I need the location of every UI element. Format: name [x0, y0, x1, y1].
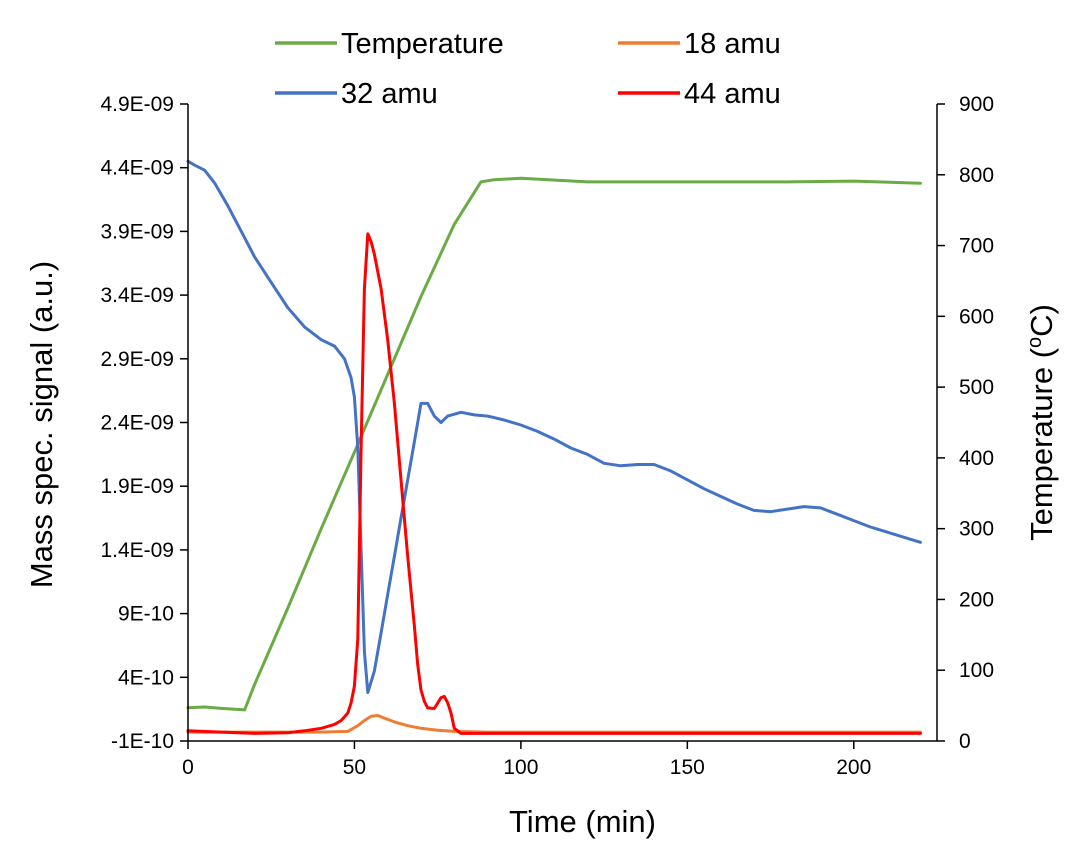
y2-title-main: Temperature (	[1024, 347, 1059, 541]
legend-item: 18 amu	[618, 28, 781, 60]
legend-item: 44 amu	[618, 78, 781, 110]
legend-label: Temperature	[341, 28, 504, 60]
y-tick-label: 1.9E-09	[100, 475, 174, 498]
y2-tick-label: 600	[959, 305, 994, 328]
y2-tick-label: 0	[959, 730, 971, 753]
y2-tick-label: 700	[959, 235, 994, 258]
y-tick-label: 3.4E-09	[100, 284, 174, 307]
tick-layer: -1E-10 4E-10 9E-10 1.4E-09 1.9E-09 2.4E-09 2.9…	[100, 93, 994, 779]
series-line-44-amu	[186, 232, 922, 735]
x-tick-label: 150	[670, 756, 705, 779]
legend-item: Temperature	[275, 28, 504, 60]
series-layer	[186, 159, 922, 735]
y-tick-label: 1.4E-09	[100, 539, 174, 562]
left-y-axis-title: Mass spec. signal (a.u.)	[24, 261, 59, 588]
legend-label: 32 amu	[341, 78, 438, 110]
legend-label: 18 amu	[684, 28, 781, 60]
y2-tick-label: 300	[959, 518, 994, 541]
y-tick-label: 4.9E-09	[100, 93, 174, 116]
x-tick-label: 50	[343, 756, 366, 779]
legend-label: 44 amu	[684, 78, 781, 110]
y-tick-label: 4E-10	[118, 666, 174, 689]
x-tick-label: 0	[182, 756, 194, 779]
right-y-axis-title: Temperature (oC)	[1024, 304, 1059, 541]
series-line-temperature	[186, 176, 922, 712]
y2-tick-label: 400	[959, 447, 994, 470]
y2-tick-label: 200	[959, 588, 994, 611]
y-tick-label: 2.4E-09	[100, 412, 174, 435]
y2-title-degree-sup: o	[1024, 337, 1046, 348]
series-line-18-amu	[186, 714, 922, 734]
x-axis-title: Time (min)	[509, 804, 656, 839]
y-tick-label: 2.9E-09	[100, 348, 174, 371]
y2-tick-label: 900	[959, 93, 994, 116]
y-tick-label: -1E-10	[111, 730, 174, 753]
y2-title-unit: C)	[1024, 304, 1059, 337]
x-tick-label: 200	[836, 756, 871, 779]
y2-tick-label: 800	[959, 164, 994, 187]
legend-item: 32 amu	[275, 78, 438, 110]
axes	[187, 104, 938, 742]
y2-tick-label: 500	[959, 376, 994, 399]
y2-tick-label: 100	[959, 659, 994, 682]
y-tick-label: 9E-10	[118, 603, 174, 626]
y-tick-label: 3.9E-09	[100, 220, 174, 243]
x-tick-label: 100	[503, 756, 538, 779]
chart-legend: Temperature 18 amu 32 amu 44 amu	[275, 28, 781, 110]
series-line-32-amu	[186, 159, 922, 695]
y-tick-label: 4.4E-09	[100, 157, 174, 180]
